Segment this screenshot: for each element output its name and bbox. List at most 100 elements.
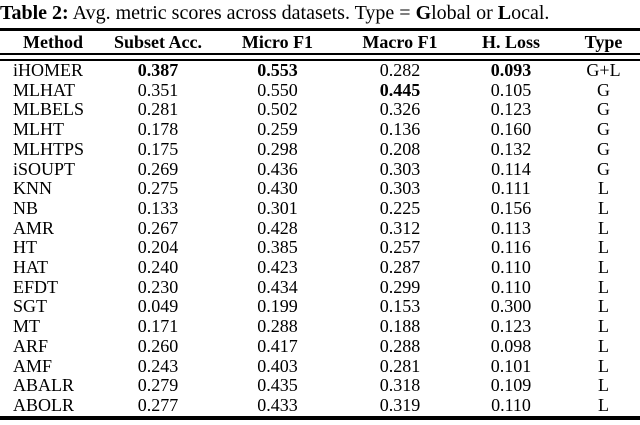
table-row: SGT 0.049 0.199 0.153 0.300 L (0, 297, 640, 317)
type-cell: L (598, 197, 609, 218)
value-cell: 0.428 (257, 217, 298, 238)
value-cell: 0.287 (379, 257, 421, 278)
value-cell: 0.430 (257, 178, 298, 199)
value-cell: 0.260 (137, 335, 179, 356)
type-cell: L (598, 316, 609, 337)
table-row: AMR 0.267 0.428 0.312 0.113 L (0, 217, 640, 239)
value-cell: 0.123 (490, 99, 532, 120)
value-cell: 0.259 (257, 119, 298, 140)
value-cell: 0.116 (491, 237, 531, 258)
value-cell: 0.417 (257, 335, 298, 356)
table-row: MLHAT 0.351 0.550 0.445 0.105 G (0, 79, 640, 101)
value-cell: 0.312 (379, 217, 421, 238)
value-cell: 0.403 (257, 355, 298, 376)
caption-segment: Avg. metric scores across datasets. Type… (68, 2, 416, 24)
table-bottom-rule (0, 415, 640, 420)
value-cell: 0.133 (137, 197, 179, 218)
value-cell: 0.156 (490, 197, 532, 218)
value-cell: 0.111 (491, 178, 531, 199)
col-header-subset-acc: Subset Acc. (113, 32, 202, 52)
method-cell: SGT (13, 296, 48, 317)
method-cell: MLHTPS (13, 138, 85, 159)
col-header-h-loss: H. Loss (481, 32, 541, 52)
method-cell: MLHT (13, 119, 64, 140)
type-cell: G (597, 138, 610, 159)
method-cell: NB (13, 197, 39, 218)
value-cell: 0.240 (137, 257, 179, 278)
table-header-row: Method Subset Acc. Micro F1 Macro F1 H. … (0, 31, 640, 53)
value-cell: 0.423 (257, 257, 298, 278)
value-cell: 0.277 (137, 394, 179, 415)
type-cell: L (598, 217, 609, 238)
method-cell: ABALR (13, 375, 75, 396)
value-cell: 0.093 (490, 60, 532, 80)
table-row: MT 0.171 0.288 0.188 0.123 L (0, 316, 640, 337)
table-row: MLHTPS 0.175 0.298 0.208 0.132 G (0, 138, 640, 160)
type-cell: L (598, 178, 609, 199)
caption-segment: ocal. (511, 2, 550, 24)
method-cell: MLHAT (13, 79, 75, 100)
value-cell: 0.299 (379, 276, 421, 297)
table-row: KNN 0.275 0.430 0.303 0.111 L (0, 179, 640, 199)
value-cell: 0.434 (257, 276, 298, 297)
method-cell: KNN (13, 178, 52, 199)
value-cell: 0.113 (491, 217, 531, 238)
value-cell: 0.326 (379, 99, 421, 120)
value-cell: 0.282 (379, 60, 421, 80)
value-cell: 0.101 (490, 355, 532, 376)
value-cell: 0.225 (379, 197, 421, 218)
value-cell: 0.257 (379, 237, 421, 258)
value-cell: 0.204 (137, 237, 179, 258)
value-cell: 0.445 (379, 79, 421, 100)
value-cell: 0.171 (137, 316, 179, 337)
header-double-rule (0, 53, 640, 61)
method-cell: ABOLR (13, 394, 75, 415)
method-cell: HAT (13, 257, 48, 278)
value-cell: 0.110 (491, 257, 531, 278)
value-cell: 0.123 (490, 316, 532, 337)
table-row: ABALR 0.279 0.435 0.318 0.109 L (0, 376, 640, 396)
value-cell: 0.178 (137, 119, 179, 140)
value-cell: 0.153 (379, 296, 421, 317)
value-cell: 0.436 (257, 158, 298, 179)
col-header-method: Method (23, 32, 83, 52)
value-cell: 0.303 (379, 178, 421, 199)
table-row: MLHT 0.178 0.259 0.136 0.160 G (0, 119, 640, 140)
value-cell: 0.298 (257, 138, 298, 159)
type-cell: G (597, 79, 610, 100)
value-cell: 0.318 (379, 375, 421, 396)
value-cell: 0.230 (137, 276, 179, 297)
type-cell: G+L (586, 60, 621, 80)
caption-segment: L (497, 2, 512, 24)
value-cell: 0.301 (257, 197, 298, 218)
table-top-rule (0, 28, 640, 31)
table-row: NB 0.133 0.301 0.225 0.156 L (0, 197, 640, 219)
value-cell: 0.279 (137, 375, 179, 396)
table-body: iHOMER 0.387 0.553 0.282 0.093 G+L MLHAT 0.351 0… (0, 60, 640, 416)
value-cell: 0.243 (137, 355, 179, 376)
type-cell: L (598, 276, 609, 297)
value-cell: 0.303 (379, 158, 421, 179)
value-cell: 0.281 (137, 99, 179, 120)
value-cell: 0.188 (379, 316, 421, 337)
table-row: iSOUPT 0.269 0.436 0.303 0.114 G (0, 158, 640, 180)
caption-segment: Table 2: (0, 2, 69, 24)
method-cell: EFDT (13, 276, 58, 297)
col-header-macro-f1: Macro F1 (362, 32, 438, 52)
table-caption: Table 2: Avg. metric scores across datas… (0, 0, 640, 28)
table-row: AMF 0.243 0.403 0.281 0.101 L (0, 355, 640, 377)
value-cell: 0.387 (137, 60, 179, 80)
value-cell: 0.288 (379, 335, 421, 356)
type-cell: G (597, 119, 610, 140)
col-header-micro-f1: Micro F1 (241, 32, 314, 52)
table-row: ARF 0.260 0.417 0.288 0.098 L (0, 335, 640, 357)
table-row: iHOMER 0.387 0.553 0.282 0.093 G+L (0, 60, 640, 81)
caption-segment: lobal or (431, 2, 498, 24)
value-cell: 0.175 (137, 138, 179, 159)
value-cell: 0.114 (491, 158, 531, 179)
value-cell: 0.385 (257, 237, 298, 258)
type-cell: L (598, 394, 609, 415)
type-cell: L (598, 296, 609, 317)
value-cell: 0.049 (137, 296, 179, 317)
